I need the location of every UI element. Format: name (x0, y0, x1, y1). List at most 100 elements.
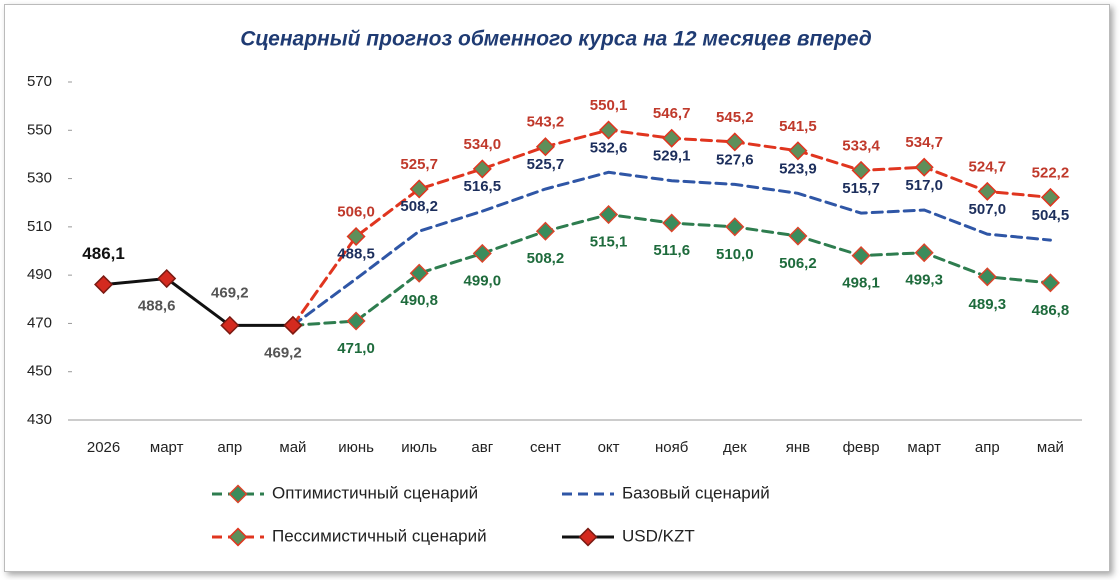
point-marker (1040, 187, 1060, 207)
point-marker (409, 179, 429, 199)
legend-marker (578, 527, 598, 547)
data-label: 529,1 (653, 148, 691, 165)
data-label: 545,2 (716, 109, 754, 126)
data-label: 511,6 (653, 242, 690, 259)
point-marker (725, 217, 745, 237)
series-line (102, 276, 295, 327)
x-tick-label: март (150, 439, 184, 456)
legend-marker (228, 484, 248, 504)
data-label: 507,0 (969, 201, 1007, 218)
chart-title: Сценарный прогноз обменного курса на 12 … (240, 28, 872, 51)
data-label: 490,8 (400, 292, 438, 309)
legend-label: Базовый сценарий (622, 483, 770, 502)
x-tick-label: 2026 (87, 439, 120, 456)
data-label: 534,7 (905, 134, 943, 151)
point-marker (599, 204, 619, 225)
point-marker (157, 268, 177, 289)
point-marker (662, 128, 682, 148)
point-marker (914, 243, 934, 263)
data-label: 499,0 (464, 272, 502, 289)
x-tick-label: окт (598, 439, 620, 456)
data-label: 489,3 (969, 296, 1007, 313)
point-marker (94, 275, 114, 295)
data-label: 506,0 (337, 203, 375, 220)
point-marker (472, 243, 492, 263)
y-tick-label: 430 (27, 411, 52, 428)
legend-label: Оптимистичный сценарий (272, 483, 478, 502)
point-marker (725, 132, 745, 152)
data-label: 525,7 (527, 156, 565, 173)
point-marker (472, 159, 492, 179)
y-tick-label: 470 (27, 314, 52, 331)
data-label: 486,8 (1032, 302, 1070, 319)
data-label: 516,5 (464, 178, 502, 195)
x-tick-label: апр (217, 439, 242, 456)
legend-label: USD/KZT (622, 526, 695, 545)
point-marker (851, 246, 871, 266)
y-tick-label: 490 (27, 266, 52, 283)
data-label: 550,1 (590, 97, 628, 114)
x-tick-label: нояб (655, 439, 688, 456)
y-tick-label: 570 (27, 73, 52, 90)
point-marker (535, 137, 555, 157)
point-marker (977, 181, 997, 201)
point-marker (788, 141, 808, 161)
legend-label: Пессимистичный сценарий (272, 526, 487, 545)
data-label: 469,2 (264, 344, 302, 361)
x-tick-label: сент (530, 439, 561, 456)
point-marker (220, 315, 240, 335)
x-tick-label: май (1037, 439, 1064, 456)
y-tick-label: 450 (27, 363, 52, 380)
data-label: 515,7 (842, 180, 880, 197)
data-label: 541,5 (779, 118, 817, 135)
x-tick-label: март (907, 439, 941, 456)
data-label: 488,6 (138, 297, 176, 314)
point-marker (346, 226, 366, 247)
x-tick-label: июль (401, 439, 437, 456)
data-label: 523,9 (779, 160, 817, 177)
y-tick-label: 530 (27, 170, 52, 187)
data-label: 508,2 (527, 250, 565, 267)
series-line (291, 170, 1052, 327)
point-marker (346, 311, 366, 331)
data-label: 543,2 (527, 114, 565, 131)
data-label: 498,1 (842, 275, 880, 292)
point-marker (977, 267, 997, 287)
data-label: 469,2 (211, 284, 249, 301)
data-label: 510,0 (716, 246, 754, 263)
data-label: 499,3 (905, 272, 943, 289)
data-label: 517,0 (905, 177, 943, 194)
x-tick-label: авг (471, 439, 493, 456)
chart-frame (4, 4, 1110, 572)
point-marker (535, 221, 555, 241)
data-label: 508,2 (400, 198, 438, 215)
x-tick-label: апр (975, 439, 1000, 456)
x-tick-label: янв (786, 439, 810, 456)
x-tick-label: май (279, 439, 306, 456)
x-tick-label: июнь (338, 439, 374, 456)
point-marker (662, 213, 682, 233)
data-label: 546,7 (653, 105, 691, 122)
data-label: 534,0 (464, 136, 502, 153)
point-marker (599, 120, 619, 140)
point-marker (851, 160, 871, 180)
data-label: 488,5 (337, 246, 375, 263)
data-label: 527,6 (716, 151, 754, 168)
data-label: 515,1 (590, 234, 628, 251)
data-label: 532,6 (590, 139, 628, 156)
data-label: 506,2 (779, 255, 817, 272)
legend-marker (228, 527, 248, 547)
point-marker (283, 315, 303, 335)
x-tick-label: февр (843, 439, 880, 456)
data-label: 504,5 (1032, 207, 1070, 224)
point-marker (788, 226, 808, 246)
data-label: 471,0 (337, 340, 375, 357)
y-tick-label: 550 (27, 121, 52, 138)
data-label: 486,1 (82, 244, 125, 263)
data-label: 524,7 (969, 158, 1007, 175)
point-marker (1040, 273, 1060, 293)
y-tick-label: 510 (27, 218, 52, 235)
data-label: 525,7 (400, 156, 438, 173)
x-tick-label: дек (723, 439, 747, 456)
